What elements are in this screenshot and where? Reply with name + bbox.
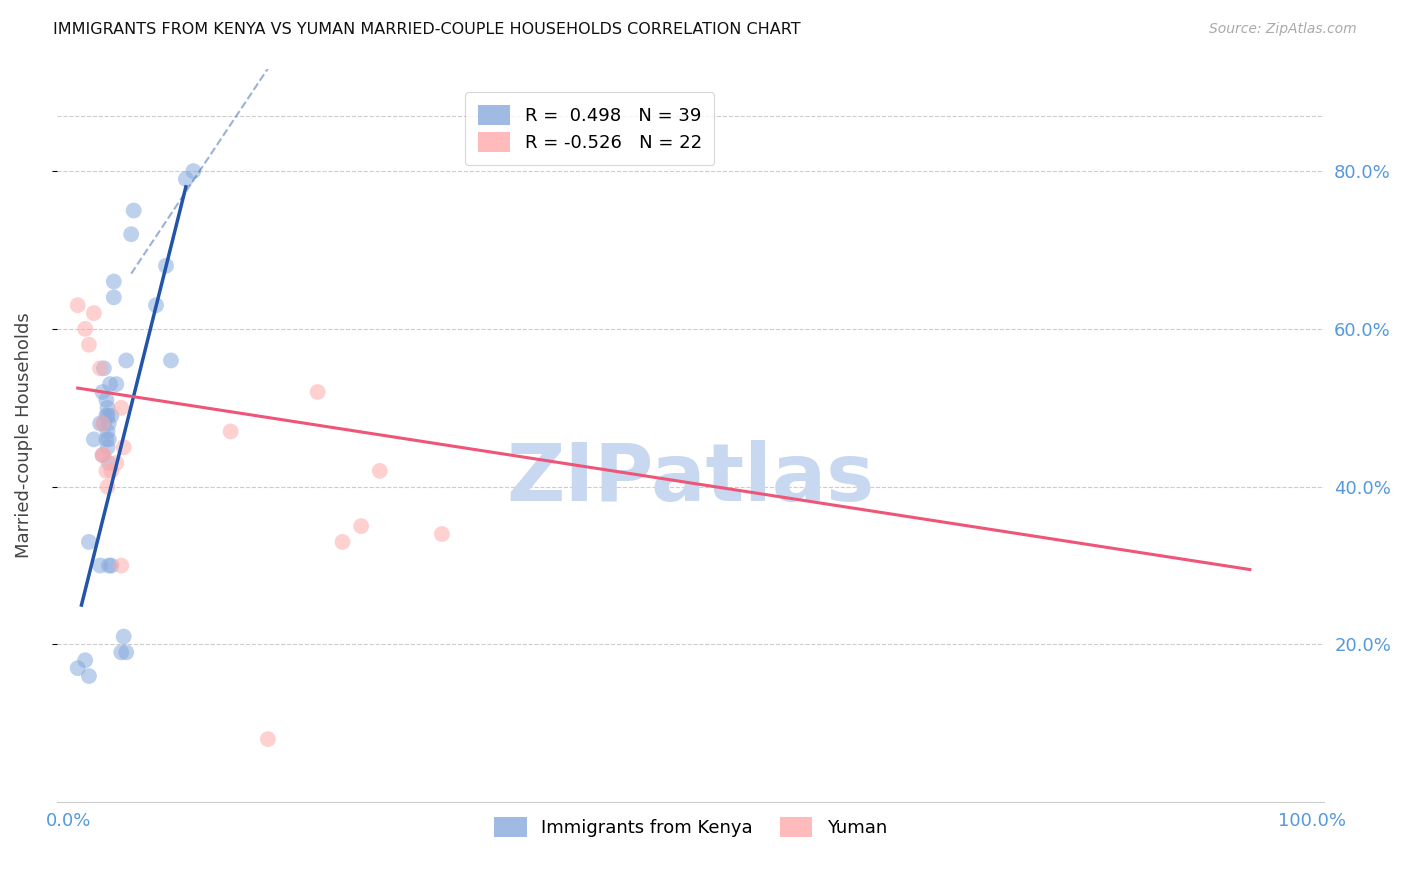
Point bbox=[368, 464, 391, 478]
Point bbox=[145, 298, 167, 312]
Point bbox=[91, 448, 114, 462]
Point bbox=[98, 377, 121, 392]
Point bbox=[66, 661, 89, 675]
Point bbox=[97, 456, 120, 470]
Point bbox=[77, 337, 100, 351]
Point bbox=[93, 417, 115, 431]
Point bbox=[97, 417, 120, 431]
Point bbox=[89, 361, 111, 376]
Point bbox=[183, 164, 205, 178]
Point bbox=[112, 630, 135, 644]
Text: Source: ZipAtlas.com: Source: ZipAtlas.com bbox=[1209, 22, 1357, 37]
Point bbox=[97, 440, 120, 454]
Y-axis label: Married-couple Households: Married-couple Households bbox=[15, 312, 32, 558]
Point bbox=[93, 361, 115, 376]
Point bbox=[97, 558, 120, 573]
Point bbox=[122, 203, 145, 218]
Point bbox=[112, 440, 135, 454]
Text: IMMIGRANTS FROM KENYA VS YUMAN MARRIED-COUPLE HOUSEHOLDS CORRELATION CHART: IMMIGRANTS FROM KENYA VS YUMAN MARRIED-C… bbox=[53, 22, 801, 37]
Point bbox=[97, 401, 120, 415]
Point bbox=[120, 227, 142, 242]
Point bbox=[66, 298, 89, 312]
Point bbox=[100, 409, 122, 423]
Point bbox=[103, 275, 125, 289]
Point bbox=[77, 669, 100, 683]
Legend: Immigrants from Kenya, Yuman: Immigrants from Kenya, Yuman bbox=[486, 810, 894, 845]
Point bbox=[105, 456, 128, 470]
Point bbox=[219, 425, 242, 439]
Point bbox=[77, 535, 100, 549]
Point bbox=[93, 448, 115, 462]
Point bbox=[97, 409, 120, 423]
Point bbox=[115, 645, 138, 659]
Point bbox=[89, 558, 111, 573]
Point bbox=[91, 448, 114, 462]
Point bbox=[91, 417, 114, 431]
Point bbox=[96, 409, 118, 423]
Point bbox=[307, 384, 329, 399]
Point bbox=[350, 519, 373, 533]
Point bbox=[257, 732, 280, 747]
Text: ZIPatlas: ZIPatlas bbox=[506, 441, 875, 518]
Point bbox=[430, 527, 453, 541]
Point bbox=[110, 645, 132, 659]
Point bbox=[97, 425, 120, 439]
Point bbox=[96, 433, 118, 447]
Point bbox=[91, 384, 114, 399]
Point bbox=[83, 433, 105, 447]
Point bbox=[174, 172, 197, 186]
Point bbox=[115, 353, 138, 368]
Point bbox=[75, 653, 97, 667]
Point bbox=[332, 535, 354, 549]
Point bbox=[160, 353, 183, 368]
Point bbox=[110, 558, 132, 573]
Point bbox=[97, 433, 120, 447]
Point bbox=[100, 558, 122, 573]
Point bbox=[75, 322, 97, 336]
Point bbox=[155, 259, 177, 273]
Point bbox=[110, 401, 132, 415]
Point bbox=[83, 306, 105, 320]
Point bbox=[89, 417, 111, 431]
Point bbox=[96, 392, 118, 407]
Point bbox=[105, 377, 128, 392]
Point bbox=[96, 464, 118, 478]
Point bbox=[100, 464, 122, 478]
Point bbox=[103, 290, 125, 304]
Point bbox=[97, 480, 120, 494]
